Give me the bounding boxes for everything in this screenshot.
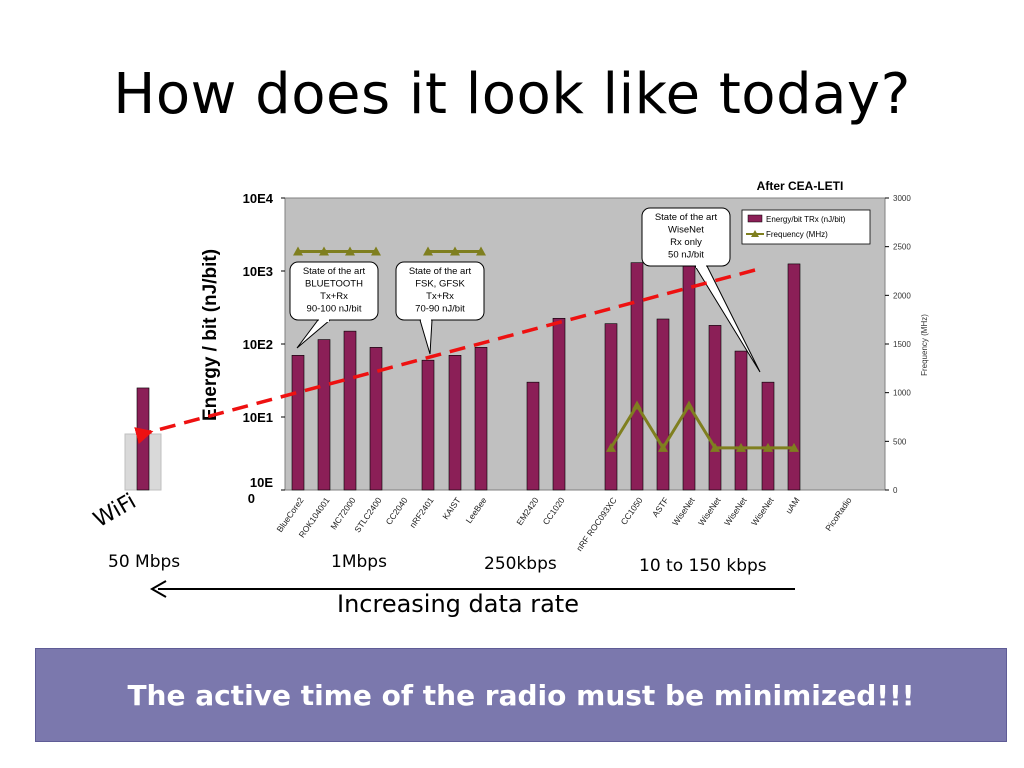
frequency-point (710, 442, 720, 452)
frequency-point (763, 442, 773, 452)
legend-label-energy: Energy/bit TRx (nJ/bit) (766, 215, 846, 224)
y-tick-label: 10E1 (243, 410, 273, 425)
energy-bar (369, 347, 383, 491)
frequency-point (423, 246, 433, 256)
y2-tick-label: 2000 (893, 291, 911, 300)
rate-label-10-150kbps: 10 to 150 kbps (639, 556, 767, 576)
source-note: After CEA-LETI (757, 179, 844, 193)
rate-label-250kbps: 250kbps (484, 554, 557, 574)
x-category-label: WiseNet (670, 495, 697, 528)
x-category-label: WiseNet (749, 495, 776, 528)
energy-bar (291, 355, 305, 491)
y2-tick-label: 2500 (893, 243, 911, 252)
x-category-label: ASTF (650, 495, 671, 519)
frequency-point (632, 400, 642, 410)
energy-bar (656, 318, 670, 491)
energy-chart: 10E4 10E3 10E2 10E1 10E 0 Energy / bit (nJ/bit… (124, 179, 929, 553)
energy-bar (604, 323, 618, 491)
trend-arrow (134, 268, 756, 445)
energy-bar (552, 317, 566, 491)
energy-bar (708, 325, 722, 491)
callout-joint (421, 318, 431, 322)
y-tick-label: 10E4 (243, 191, 274, 206)
banner-text: The active time of the radio must be min… (127, 678, 915, 712)
callout-text: State of the art WiseNet Rx only 50 nJ/bit (655, 212, 718, 261)
y2-tick-label: 3000 (893, 194, 911, 203)
callout-joint (696, 264, 706, 268)
frequency-point (684, 400, 694, 410)
frequency-point (476, 246, 486, 256)
slide-title: How does it look like today? (113, 62, 911, 127)
frequency-point (319, 246, 329, 256)
y-tick-label: 10E 0 (248, 475, 274, 506)
wifi-bar (136, 387, 150, 491)
energy-bar (787, 263, 801, 491)
arrow-label: Increasing data rate (337, 590, 579, 618)
frequency-point (450, 246, 460, 256)
x-category-label: uAM (783, 495, 801, 515)
legend-marker-frequency (751, 230, 759, 237)
frequency-point (606, 442, 616, 452)
frequency-point (345, 246, 355, 256)
y2-tick-label: 1000 (893, 389, 911, 398)
energy-bar (421, 359, 435, 491)
callout-text: State of the art FSK, GFSK Tx+Rx 70-90 nJ/b… (409, 266, 472, 315)
frequency-line (609, 402, 794, 451)
legend-box (741, 209, 871, 245)
rate-label-1mbps: 1Mbps (331, 552, 387, 572)
callout-text: State of the art BLUETOOTH Tx+Rx 90-100 nJ/… (303, 266, 366, 315)
y-tick-label: 10E2 (243, 337, 273, 352)
energy-bar (474, 347, 488, 491)
y2-axis-title: Frequency (MHz) (920, 314, 929, 376)
x-category-label: PicoRadio (823, 495, 854, 533)
x-category-label: WiseNet (696, 495, 723, 528)
rate-label-50mbps: 50 Mbps (108, 552, 181, 572)
x-category-label: KAIST (440, 495, 462, 521)
energy-bar (761, 381, 775, 491)
y2-tick-label: 500 (893, 437, 907, 446)
x-category-label: CC1020 (541, 495, 567, 527)
x-category-label: WiseNet (722, 495, 749, 528)
callout-box (289, 261, 379, 321)
frequency-point (789, 442, 799, 452)
callout-box (641, 207, 731, 267)
callout-box (395, 261, 485, 321)
x-category-label: EM2420 (514, 495, 541, 527)
conclusion-banner: The active time of the radio must be min… (35, 648, 1007, 742)
frequency-point (371, 246, 381, 256)
energy-bar (682, 262, 696, 491)
frequency-point (658, 442, 668, 452)
y2-tick-label: 1500 (893, 340, 911, 349)
x-category-label: nRF ROC093XC (574, 495, 619, 553)
energy-bar (630, 262, 644, 491)
energy-bar (734, 350, 748, 491)
plot-area (284, 197, 886, 491)
legend-label-frequency: Frequency (MHz) (766, 230, 828, 239)
frequency-point (736, 442, 746, 452)
energy-bar (343, 330, 357, 491)
x-category-label: CC1050 (619, 495, 645, 527)
y-axis-title: Energy / bit (nJ/bit) (200, 249, 221, 421)
x-category-label: nRF2401 (407, 495, 435, 530)
frequency-point (293, 246, 303, 256)
x-category-label: CC2040 (384, 495, 410, 527)
legend-swatch-energy (747, 214, 763, 223)
energy-bar (317, 339, 331, 491)
energy-bar (526, 381, 540, 491)
y-tick-label: 10E3 (243, 264, 273, 279)
x-category-label: LeeBee (464, 495, 489, 525)
energy-bar (448, 355, 462, 491)
callout-joint (319, 318, 329, 322)
y2-tick-label: 0 (893, 486, 898, 495)
